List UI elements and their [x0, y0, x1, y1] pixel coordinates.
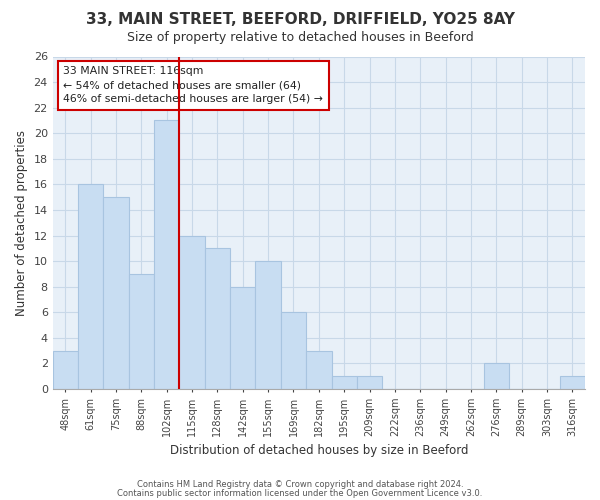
Bar: [357, 376, 382, 389]
Bar: [484, 364, 509, 389]
Text: Size of property relative to detached houses in Beeford: Size of property relative to detached ho…: [127, 31, 473, 44]
Bar: [103, 197, 129, 389]
Bar: [78, 184, 103, 389]
Bar: [129, 274, 154, 389]
Bar: [53, 350, 78, 389]
Bar: [230, 286, 256, 389]
Bar: [256, 261, 281, 389]
Bar: [332, 376, 357, 389]
Text: 33, MAIN STREET, BEEFORD, DRIFFIELD, YO25 8AY: 33, MAIN STREET, BEEFORD, DRIFFIELD, YO2…: [86, 12, 515, 28]
Bar: [560, 376, 585, 389]
Text: Contains public sector information licensed under the Open Government Licence v3: Contains public sector information licen…: [118, 488, 482, 498]
X-axis label: Distribution of detached houses by size in Beeford: Distribution of detached houses by size …: [170, 444, 468, 458]
Bar: [306, 350, 332, 389]
Bar: [154, 120, 179, 389]
Text: 33 MAIN STREET: 116sqm
← 54% of detached houses are smaller (64)
46% of semi-det: 33 MAIN STREET: 116sqm ← 54% of detached…: [64, 66, 323, 104]
Y-axis label: Number of detached properties: Number of detached properties: [15, 130, 28, 316]
Bar: [179, 236, 205, 389]
Bar: [281, 312, 306, 389]
Text: Contains HM Land Registry data © Crown copyright and database right 2024.: Contains HM Land Registry data © Crown c…: [137, 480, 463, 489]
Bar: [205, 248, 230, 389]
